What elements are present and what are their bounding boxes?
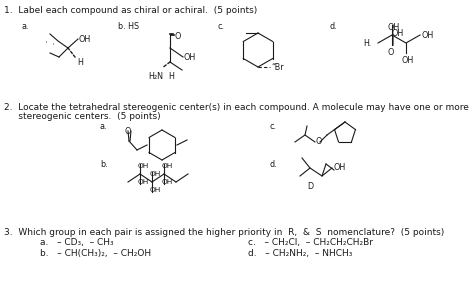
- Text: OH: OH: [138, 163, 149, 169]
- Text: OH: OH: [150, 187, 161, 193]
- Text: O: O: [388, 48, 394, 57]
- Text: 3.  Which group in each pair is assigned the higher priority in  R,  &  S  nomen: 3. Which group in each pair is assigned …: [4, 228, 444, 237]
- Text: c.   – CH₂Cl,  – CH₂CH₂CH₂Br: c. – CH₂Cl, – CH₂CH₂CH₂Br: [248, 238, 373, 247]
- Text: “Br: “Br: [271, 62, 283, 71]
- Text: H: H: [168, 72, 174, 81]
- Text: OH: OH: [162, 179, 173, 185]
- Text: b. HS: b. HS: [118, 22, 139, 31]
- Text: OH: OH: [334, 164, 346, 172]
- Text: d.   – CH₂NH₂,  – NHCH₃: d. – CH₂NH₂, – NHCH₃: [248, 249, 352, 258]
- Text: D: D: [307, 182, 313, 191]
- Text: 1.  Label each compound as chiral or achiral.  (5 points): 1. Label each compound as chiral or achi…: [4, 6, 257, 15]
- Text: OH: OH: [402, 56, 414, 65]
- Text: OH: OH: [184, 52, 196, 62]
- Text: a.: a.: [22, 22, 29, 31]
- Text: OH: OH: [422, 31, 434, 40]
- Text: d.: d.: [270, 160, 278, 169]
- Text: c.: c.: [218, 22, 225, 31]
- Text: c.: c.: [270, 122, 277, 131]
- Text: H: H: [77, 58, 83, 67]
- Text: OH: OH: [388, 23, 400, 32]
- Text: O: O: [125, 127, 131, 136]
- Text: a.: a.: [100, 122, 108, 131]
- Text: b.   – CH(CH₃)₂,  – CH₂OH: b. – CH(CH₃)₂, – CH₂OH: [40, 249, 151, 258]
- Text: d.: d.: [330, 22, 337, 31]
- Text: OH: OH: [162, 163, 173, 169]
- Text: b.: b.: [100, 160, 108, 169]
- Text: a.   – CD₃,  – CH₃: a. – CD₃, – CH₃: [40, 238, 114, 247]
- Text: H.: H.: [364, 38, 372, 47]
- Text: H₂N: H₂N: [148, 72, 163, 81]
- Text: O: O: [316, 137, 322, 146]
- Text: OH: OH: [150, 171, 161, 177]
- Text: 2.  Locate the tetrahedral stereogenic center(s) in each compound. A molecule ma: 2. Locate the tetrahedral stereogenic ce…: [4, 103, 469, 112]
- Text: O: O: [175, 32, 182, 41]
- Text: stereogenic centers.  (5 points): stereogenic centers. (5 points): [4, 112, 161, 121]
- Text: OH: OH: [79, 34, 91, 43]
- Text: OH: OH: [392, 28, 404, 38]
- Text: OH: OH: [138, 179, 149, 185]
